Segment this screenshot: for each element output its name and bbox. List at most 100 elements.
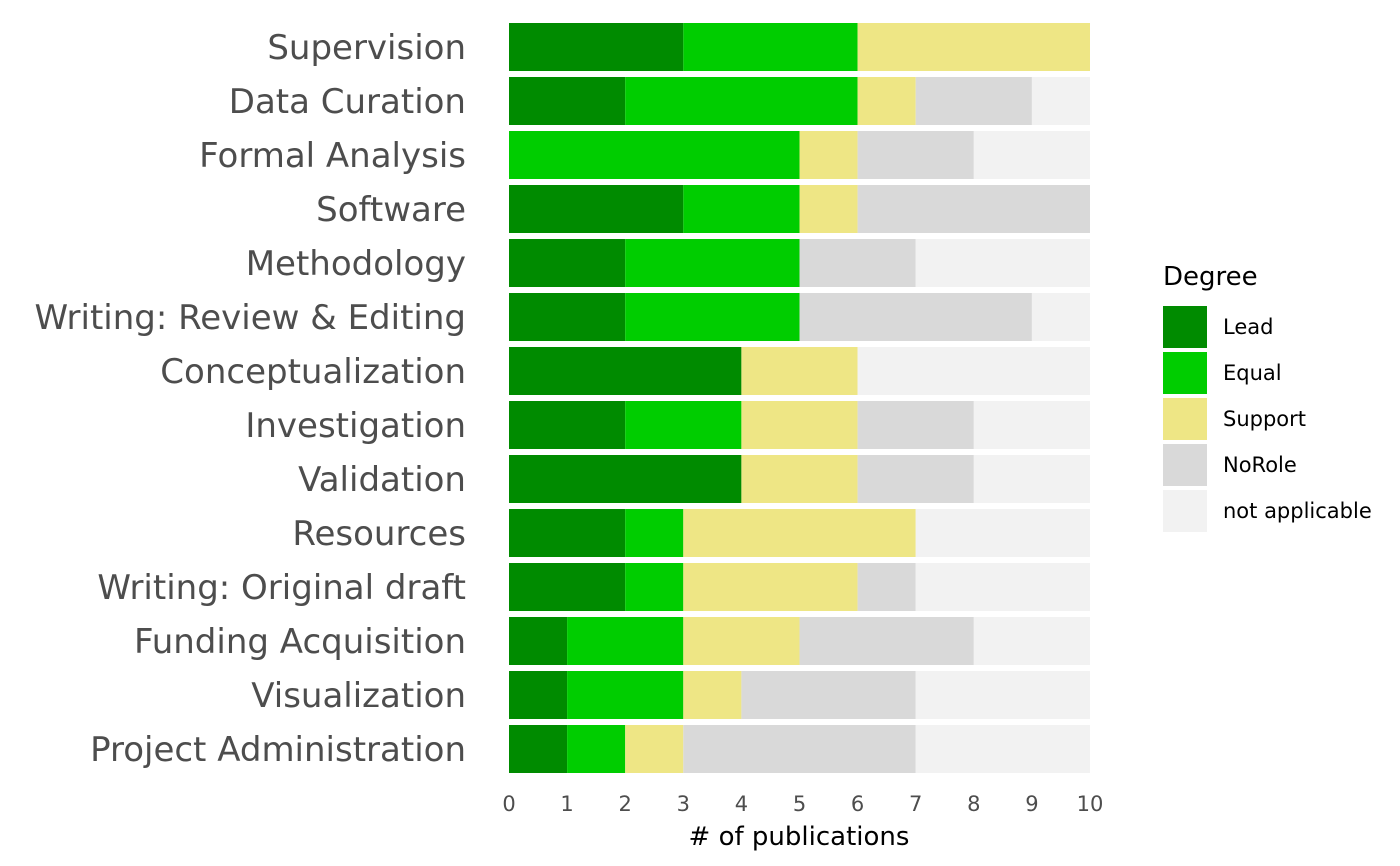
legend: Degree Lead Equal Support NoRole not applica… (1163, 262, 1372, 532)
bars-layer (509, 23, 1090, 773)
category-label: Writing: Original draft (97, 568, 466, 608)
bar-funding-acquisition-lead (509, 617, 568, 665)
bar-visualization-norole (741, 671, 916, 719)
category-label: Formal Analysis (199, 136, 466, 176)
bar-visualization-lead (509, 671, 568, 719)
category-label: Writing: Review & Editing (34, 298, 466, 338)
bar-investigation-not-applicable (973, 401, 1090, 449)
category-label: Resources (292, 514, 466, 554)
bar-project-administration-norole (683, 725, 916, 773)
bar-project-administration-support (625, 725, 684, 773)
bar-writing-review-editing-not-applicable (1031, 293, 1090, 341)
bar-conceptualization-lead (509, 347, 742, 395)
bar-formal-analysis-norole (857, 131, 974, 179)
bar-writing-review-editing-equal (625, 293, 800, 341)
bar-formal-analysis-support (799, 131, 858, 179)
bar-writing-review-editing-lead (509, 293, 626, 341)
category-label: Project Administration (90, 730, 466, 770)
bar-resources-lead (509, 509, 626, 557)
legend-swatch-equal (1163, 352, 1207, 394)
x-axis-title: # of publications (689, 822, 910, 852)
category-label: Software (316, 190, 466, 230)
bar-funding-acquisition-equal (567, 617, 684, 665)
bar-data-curation-support (857, 77, 916, 125)
legend-swatch-lead (1163, 306, 1207, 348)
x-tick-label: 2 (619, 792, 632, 816)
x-tick-label: 5 (793, 792, 806, 816)
bar-software-norole (857, 185, 1090, 233)
category-label: Supervision (267, 28, 466, 68)
bar-conceptualization-support (741, 347, 858, 395)
legend-swatch-norole (1163, 444, 1207, 486)
bar-funding-acquisition-not-applicable (973, 617, 1090, 665)
bar-supervision-equal (683, 23, 858, 71)
x-tick-label: 0 (502, 792, 515, 816)
bar-visualization-support (683, 671, 742, 719)
bar-investigation-equal (625, 401, 742, 449)
bar-investigation-norole (857, 401, 974, 449)
category-label: Funding Acquisition (134, 622, 466, 662)
bar-writing-original-draft-equal (625, 563, 684, 611)
category-label: Investigation (245, 406, 466, 446)
legend-title: Degree (1163, 262, 1258, 292)
bar-supervision-support (857, 23, 1090, 71)
bar-conceptualization-not-applicable (857, 347, 1090, 395)
bar-project-administration-lead (509, 725, 568, 773)
bar-supervision-lead (509, 23, 684, 71)
legend-swatch-support (1163, 398, 1207, 440)
bar-software-equal (683, 185, 800, 233)
bar-validation-lead (509, 455, 742, 503)
x-tick-label: 7 (909, 792, 922, 816)
category-label: Conceptualization (160, 352, 466, 392)
legend-label-lead: Lead (1223, 315, 1273, 339)
category-label: Methodology (246, 244, 466, 284)
bar-project-administration-not-applicable (915, 725, 1090, 773)
bar-methodology-equal (625, 239, 800, 287)
bar-formal-analysis-not-applicable (973, 131, 1090, 179)
legend-label-not-applicable: not applicable (1223, 499, 1372, 523)
bar-data-curation-norole (915, 77, 1032, 125)
category-labels: Supervision Data Curation Formal Analysis S… (34, 28, 466, 770)
bar-project-administration-equal (567, 725, 626, 773)
bar-methodology-lead (509, 239, 626, 287)
bar-resources-equal (625, 509, 684, 557)
x-axis-ticks: 0 1 2 3 4 5 6 7 8 9 10 (502, 792, 1103, 816)
category-label: Visualization (251, 676, 466, 716)
x-tick-label: 6 (851, 792, 864, 816)
bar-validation-norole (857, 455, 974, 503)
bar-methodology-norole (799, 239, 916, 287)
bar-writing-original-draft-lead (509, 563, 626, 611)
bar-validation-not-applicable (973, 455, 1090, 503)
bar-software-support (799, 185, 858, 233)
x-tick-label: 3 (677, 792, 690, 816)
x-tick-label: 10 (1077, 792, 1104, 816)
x-tick-label: 4 (735, 792, 748, 816)
category-label: Data Curation (229, 82, 466, 122)
bar-resources-support (683, 509, 916, 557)
bar-writing-original-draft-support (683, 563, 858, 611)
bar-investigation-lead (509, 401, 626, 449)
bar-software-lead (509, 185, 684, 233)
legend-swatch-not-applicable (1163, 490, 1207, 532)
legend-label-equal: Equal (1223, 361, 1282, 385)
category-label: Validation (298, 460, 466, 500)
bar-resources-not-applicable (915, 509, 1090, 557)
bar-data-curation-equal (625, 77, 858, 125)
bar-data-curation-lead (509, 77, 626, 125)
bar-visualization-not-applicable (915, 671, 1090, 719)
bar-formal-analysis-equal (509, 131, 800, 179)
bar-investigation-support (741, 401, 858, 449)
bar-visualization-equal (567, 671, 684, 719)
bar-writing-original-draft-not-applicable (915, 563, 1090, 611)
bar-writing-review-editing-norole (799, 293, 1032, 341)
x-tick-label: 1 (560, 792, 573, 816)
bar-validation-support (741, 455, 858, 503)
bar-writing-original-draft-norole (857, 563, 916, 611)
bar-data-curation-not-applicable (1031, 77, 1090, 125)
legend-label-norole: NoRole (1223, 453, 1297, 477)
legend-label-support: Support (1223, 407, 1306, 431)
bar-funding-acquisition-norole (799, 617, 974, 665)
bar-funding-acquisition-support (683, 617, 800, 665)
